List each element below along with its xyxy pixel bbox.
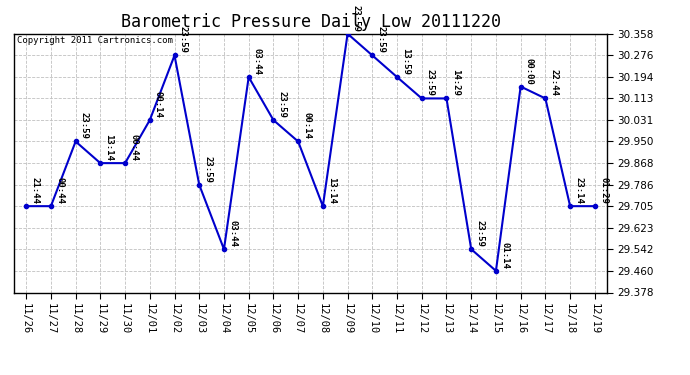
Text: 23:59: 23:59: [204, 156, 213, 183]
Text: 00:44: 00:44: [55, 177, 64, 204]
Text: 23:59: 23:59: [475, 220, 484, 247]
Text: 23:59: 23:59: [352, 5, 361, 32]
Title: Barometric Pressure Daily Low 20111220: Barometric Pressure Daily Low 20111220: [121, 13, 500, 31]
Text: 13:14: 13:14: [327, 177, 336, 204]
Text: 23:14: 23:14: [574, 177, 583, 204]
Text: 00:14: 00:14: [154, 91, 163, 118]
Text: Copyright 2011 Cartronics.com: Copyright 2011 Cartronics.com: [17, 36, 172, 45]
Text: 23:59: 23:59: [377, 26, 386, 53]
Text: 23:59: 23:59: [179, 26, 188, 53]
Text: 00:44: 00:44: [129, 134, 138, 161]
Text: 00:00: 00:00: [525, 57, 534, 84]
Text: 00:14: 00:14: [302, 112, 311, 139]
Text: 23:59: 23:59: [80, 112, 89, 139]
Text: 14:29: 14:29: [451, 69, 460, 96]
Text: 01:29: 01:29: [599, 177, 608, 204]
Text: 03:44: 03:44: [253, 48, 262, 75]
Text: 13:14: 13:14: [104, 134, 113, 161]
Text: 13:59: 13:59: [401, 48, 410, 75]
Text: 23:59: 23:59: [277, 91, 286, 118]
Text: 03:44: 03:44: [228, 220, 237, 247]
Text: 21:44: 21:44: [30, 177, 39, 204]
Text: 01:14: 01:14: [500, 242, 509, 268]
Text: 23:59: 23:59: [426, 69, 435, 96]
Text: 22:44: 22:44: [549, 69, 558, 96]
